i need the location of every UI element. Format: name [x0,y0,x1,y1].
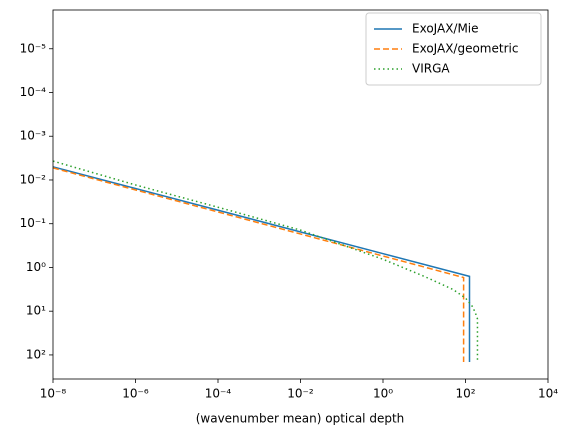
y-tick-label: 10⁻¹ [20,216,47,230]
series-line [52,167,465,362]
x-axis-label: (wavenumber mean) optical depth [196,412,405,426]
x-tick-label: 10² [455,387,475,401]
x-tick-label: 10⁰ [373,387,393,401]
y-tick-label: 10¹ [26,304,46,318]
y-tick-label: 10⁻³ [20,129,47,143]
y-tick-label: 10² [26,347,46,361]
x-tick-label: 10⁻⁴ [205,387,232,401]
y-tick-label: 10⁻² [20,172,47,186]
x-tick-label: 10⁻² [287,387,314,401]
x-tick-label: 10⁻⁶ [122,387,149,401]
y-tick-label: 10⁰ [26,260,46,274]
legend-label: ExoJAX/geometric [412,42,518,56]
y-tick-label: 10⁻⁵ [20,41,47,55]
x-tick-label: 10⁴ [538,387,558,401]
plot-frame [52,9,549,380]
series-line [52,160,479,362]
legend-label: ExoJAX/Mie [412,22,479,36]
series-line [52,166,471,362]
x-tick-label: 10⁻⁸ [40,387,67,401]
y-tick-label: 10⁻⁴ [20,85,47,99]
legend-box [365,12,542,86]
legend-label: VIRGA [412,62,450,76]
